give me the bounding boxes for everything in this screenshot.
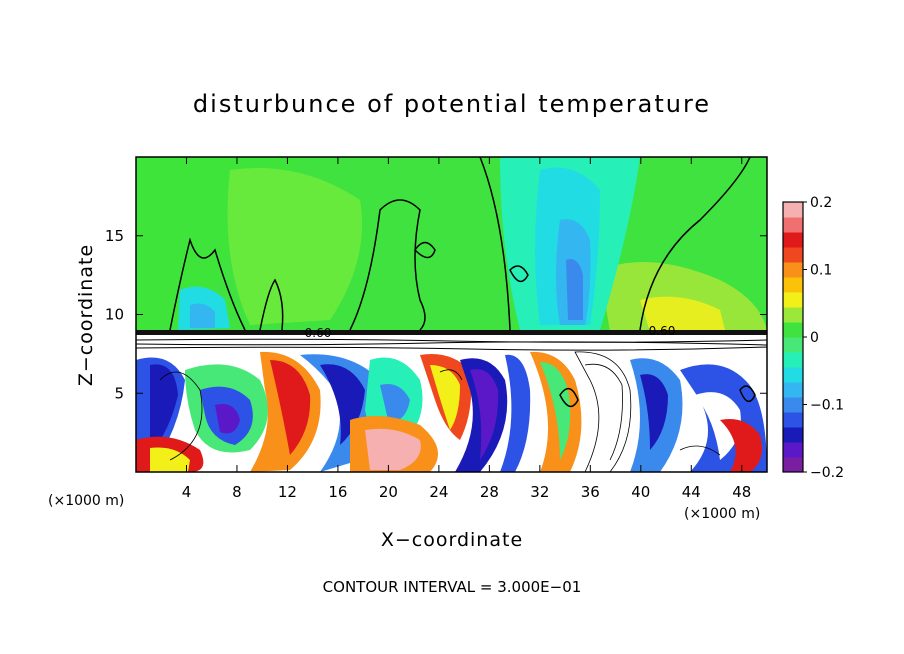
x-tick-label: 48 — [732, 483, 751, 501]
x-tick-label: 4 — [182, 483, 192, 501]
x-tick-label: 32 — [530, 483, 549, 501]
y-axis: 5 10 15 — [105, 227, 767, 402]
colorbar-swatch — [783, 322, 803, 338]
colorbar-tick-label: 0.2 — [810, 195, 832, 211]
contour-interval-note: CONTOUR INTERVAL = 3.000E−01 — [323, 578, 582, 596]
upper-field-patch — [600, 262, 767, 332]
x-tick-label: 16 — [328, 483, 347, 501]
x-axis-label: X−coordinate — [381, 529, 523, 551]
x-tick-label: 24 — [429, 483, 448, 501]
contour-lines — [169, 157, 756, 408]
x-tick-label: 40 — [631, 483, 650, 501]
colorbar-swatch — [783, 442, 803, 458]
inversion-band-contours — [136, 338, 767, 351]
x-tick-label: 12 — [278, 483, 297, 501]
colorbar-swatch — [783, 217, 803, 233]
upper-field-patch — [640, 296, 725, 332]
upper-field-patch — [190, 303, 215, 328]
colorbar-swatch — [783, 427, 803, 443]
contour-label: 0.60 — [305, 326, 332, 340]
colorbar-swatch — [783, 277, 803, 293]
colorbar-swatch — [783, 367, 803, 383]
colorbar-swatch — [783, 382, 803, 398]
y-axis-unit: (×1000 m) — [48, 493, 124, 509]
y-axis-label: Z−coordinate — [75, 244, 97, 386]
upper-field-patch — [227, 168, 362, 325]
colorbar-swatch — [783, 262, 803, 278]
y-tick-label: 15 — [105, 227, 124, 245]
x-tick-label: 28 — [480, 483, 499, 501]
inversion-band — [136, 330, 767, 335]
colorbar-tick-label: −0.2 — [810, 465, 844, 481]
x-axis-unit: (×1000 m) — [684, 506, 760, 522]
y-tick-label: 10 — [105, 306, 124, 324]
colorbar-tick-label: −0.1 — [810, 398, 844, 414]
x-tick-label: 44 — [682, 483, 701, 501]
colorbar-tick-label: 0 — [810, 330, 819, 346]
colorbar-swatch — [783, 397, 803, 413]
turbulent-eddies — [136, 351, 767, 472]
colorbar-tick-label: 0.1 — [810, 263, 832, 279]
colorbar: 0.2 0.1 0 −0.1 −0.2 — [782, 195, 844, 481]
colorbar-swatch — [783, 352, 803, 368]
chart-title: disturbunce of potential temperature — [193, 90, 711, 118]
upper-field-patch — [566, 259, 583, 320]
y-tick-label: 5 — [114, 384, 124, 402]
colorbar-swatch — [783, 292, 803, 308]
plot-area — [136, 157, 767, 472]
colorbar-swatch — [783, 247, 803, 263]
x-tick-label: 20 — [379, 483, 398, 501]
contour-label: 0.60 — [649, 324, 676, 338]
x-axis: 4 8 12 16 20 24 28 32 36 40 44 48 — [182, 157, 751, 501]
colorbar-swatch — [783, 412, 803, 428]
contour-lines — [159, 363, 721, 461]
x-tick-label: 8 — [232, 483, 242, 501]
colorbar-swatch — [783, 202, 803, 218]
x-tick-label: 36 — [581, 483, 600, 501]
colorbar-swatch — [783, 457, 803, 473]
colorbar-swatch — [783, 232, 803, 248]
colorbar-swatch — [783, 337, 803, 353]
colorbar-swatch — [783, 307, 803, 323]
